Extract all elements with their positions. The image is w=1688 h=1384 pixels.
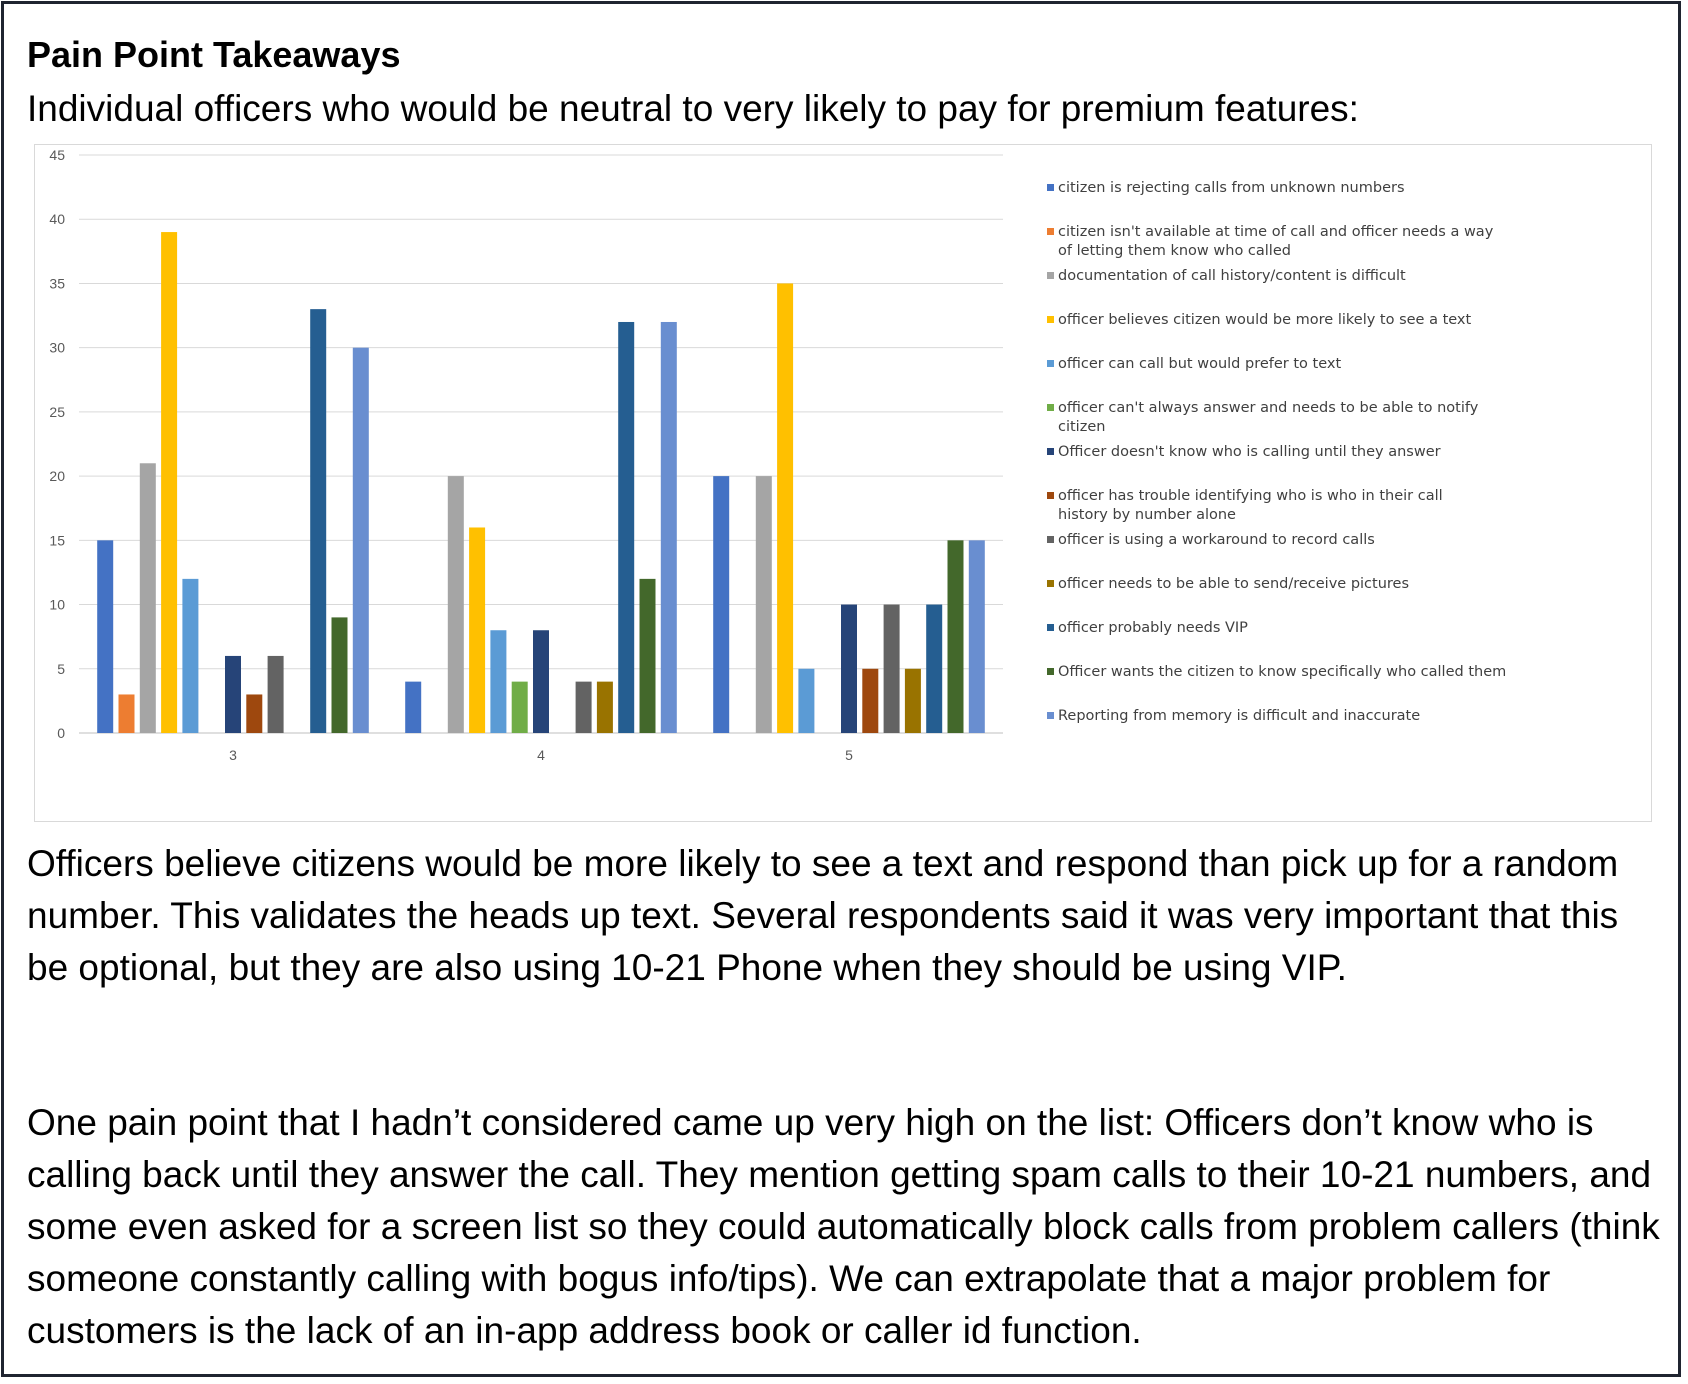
x-tick-label: 5 bbox=[845, 747, 853, 763]
bar bbox=[947, 540, 964, 733]
legend-label: officer can't always answer and needs to… bbox=[1058, 400, 1479, 435]
bar bbox=[161, 232, 178, 734]
y-tick-label: 20 bbox=[49, 468, 65, 484]
bar bbox=[904, 668, 921, 733]
paragraph-caller-id: One pain point that I hadn’t considered … bbox=[27, 1102, 1660, 1351]
legend-label: officer needs to be able to send/receive… bbox=[1058, 576, 1409, 592]
y-tick-label: 40 bbox=[49, 211, 65, 227]
legend-label: Reporting from memory is difficult and i… bbox=[1058, 708, 1420, 724]
bar bbox=[713, 476, 730, 733]
legend-label: citizen isn't available at time of call … bbox=[1058, 224, 1494, 259]
x-tick-label: 4 bbox=[537, 747, 545, 763]
bar bbox=[639, 578, 656, 733]
bar bbox=[968, 540, 985, 733]
bar bbox=[490, 630, 507, 733]
legend-label: citizen is rejecting calls from unknown … bbox=[1058, 180, 1405, 196]
paragraph-text-messaging: Officers believe citizens would be more … bbox=[27, 843, 1619, 988]
legend-swatch bbox=[1047, 712, 1054, 719]
chart-container: 0 5 10 15 20 25 30 35 40 45 3 4 5 citizen is rejectin… bbox=[34, 144, 1652, 822]
legend-swatch bbox=[1047, 272, 1054, 279]
y-tick-label: 25 bbox=[49, 404, 65, 420]
y-tick-label: 0 bbox=[57, 725, 65, 741]
legend-swatch bbox=[1047, 184, 1054, 191]
bar bbox=[405, 681, 422, 733]
y-tick-label: 35 bbox=[49, 275, 65, 291]
bar bbox=[352, 347, 369, 733]
bar bbox=[118, 694, 135, 733]
bar bbox=[883, 604, 900, 733]
bar bbox=[755, 476, 772, 733]
legend-label: Officer doesn't know who is calling unti… bbox=[1058, 444, 1441, 460]
bar bbox=[469, 527, 486, 733]
bar bbox=[596, 681, 613, 733]
bar bbox=[139, 463, 156, 733]
legend-label: officer believes citizen would be more l… bbox=[1058, 312, 1472, 328]
bar bbox=[660, 321, 677, 733]
legend-label: officer probably needs VIP bbox=[1058, 620, 1248, 636]
x-tick-label: 3 bbox=[229, 747, 237, 763]
legend-label: documentation of call history/content is… bbox=[1058, 268, 1406, 284]
legend-label: officer is using a workaround to record … bbox=[1058, 532, 1375, 548]
page-title: Pain Point Takeaways bbox=[27, 34, 401, 75]
legend-swatch bbox=[1047, 228, 1054, 235]
legend-swatch bbox=[1047, 316, 1054, 323]
y-tick-label: 45 bbox=[49, 147, 65, 163]
bar bbox=[182, 578, 199, 733]
bar bbox=[331, 617, 348, 733]
y-tick-label: 5 bbox=[57, 661, 65, 677]
bar bbox=[246, 694, 263, 733]
legend-swatch bbox=[1047, 668, 1054, 675]
bar bbox=[533, 630, 549, 733]
y-tick-label: 30 bbox=[49, 340, 65, 356]
bar bbox=[267, 655, 284, 733]
bar bbox=[798, 668, 815, 733]
bar bbox=[97, 540, 114, 733]
bar bbox=[926, 604, 943, 733]
y-tick-label: 15 bbox=[49, 532, 65, 548]
bar bbox=[618, 321, 635, 733]
legend-swatch bbox=[1047, 404, 1054, 411]
bar bbox=[511, 681, 528, 733]
bar bbox=[447, 476, 464, 733]
legend-swatch bbox=[1047, 360, 1054, 367]
bar bbox=[310, 309, 327, 733]
chart-caption: Individual officers who would be neutral… bbox=[27, 88, 1359, 129]
legend-swatch bbox=[1047, 624, 1054, 631]
legend-swatch bbox=[1047, 580, 1054, 587]
legend-label: Officer wants the citizen to know specif… bbox=[1058, 664, 1506, 680]
bar bbox=[575, 681, 592, 733]
bar bbox=[841, 604, 857, 733]
bar bbox=[777, 283, 794, 733]
bar bbox=[225, 655, 241, 733]
legend-swatch bbox=[1047, 448, 1054, 455]
legend-label: officer has trouble identifying who is w… bbox=[1058, 488, 1443, 523]
legend-swatch bbox=[1047, 492, 1054, 499]
bar bbox=[862, 668, 879, 733]
legend-swatch bbox=[1047, 536, 1054, 543]
legend-label: officer can call but would prefer to tex… bbox=[1058, 356, 1341, 372]
y-tick-label: 10 bbox=[49, 597, 65, 613]
